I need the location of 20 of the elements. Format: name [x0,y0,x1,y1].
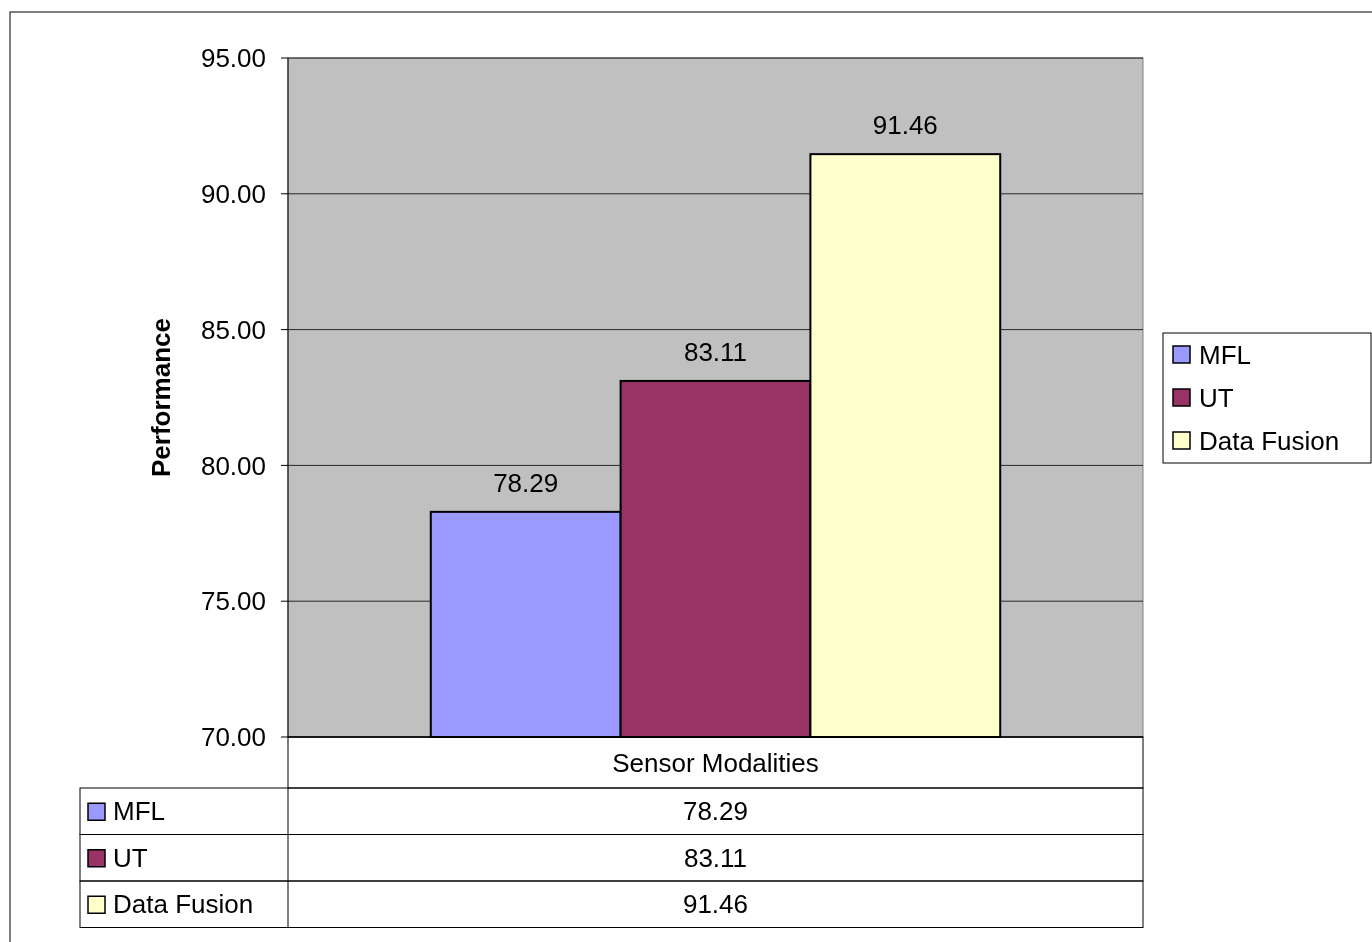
y-tick-label: 95.00 [200,43,266,74]
text: 83.11 [683,842,748,873]
x-tick-label: Sensor Modalities [612,748,819,779]
text: 78.29 [682,796,749,827]
text: 91.46 [682,889,749,920]
text: MFL [1199,340,1251,371]
y-tick-label: 80.00 [200,450,266,481]
data-label: 78.29 [493,467,559,498]
data-label: 91.46 [872,110,938,141]
legend-label: MFL [113,796,165,827]
y-tick-label: 85.00 [200,314,266,345]
y-tick-label: 90.00 [200,178,266,209]
text: UT [113,842,148,873]
legend-label: Data Fusion [1199,426,1340,457]
y-tick-label: 75.00 [200,586,266,617]
y-tick-label: 70.00 [200,722,266,753]
text: Data Fusion [113,889,254,920]
y-axis-title: Performance [146,318,176,477]
legend-label: UT [1199,383,1234,414]
data-label: 83.11 [683,336,748,367]
